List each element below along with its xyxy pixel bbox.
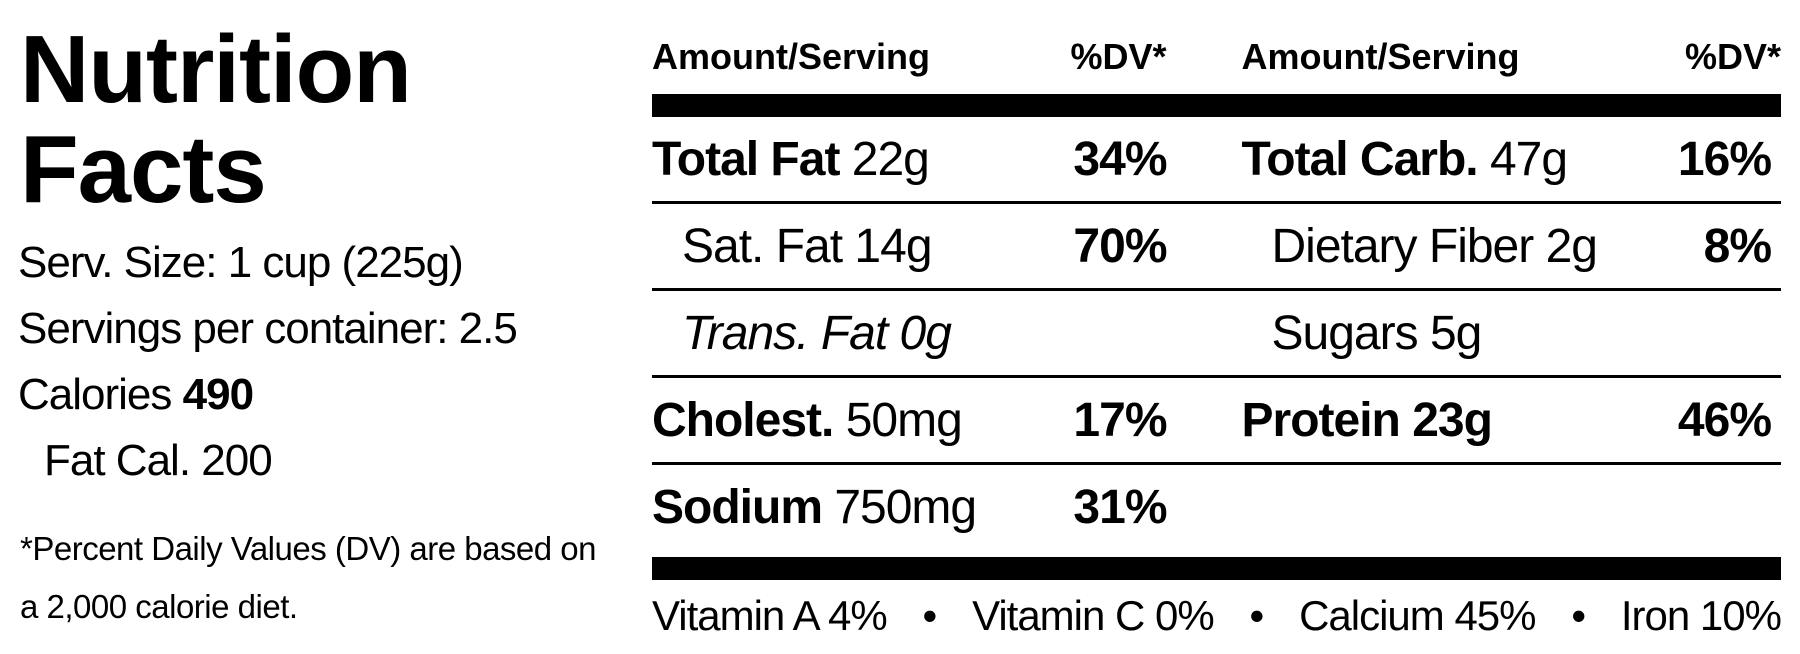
nutrient-cell: Sat. Fat 14g 70% [652,219,1217,274]
daily-value: 16% [1677,132,1772,186]
vitamins: Vitamin A 4% • Vitamin C 0% • Calcium 45% • Ir… [652,592,1782,640]
nutrient: Cholest. 50mg [652,393,963,448]
nutrient: Total Fat 22g [652,132,930,187]
nutrient-amount: 23g [1412,393,1493,447]
nutrient-amount: 750mg [834,480,977,534]
nutrient-name: Total Carb. [1241,132,1479,186]
nutrient-cell: Total Fat 22g 34% [652,132,1217,187]
vitamin: Calcium 45% [1299,592,1536,639]
nutrient-row: Sat. Fat 14g 70% Dietary Fiber 2g 8% [652,204,1781,291]
nutrient: Dietary Fiber 2g [1242,219,1598,274]
column-header: Amount/Serving %DV* [1217,28,1782,86]
separator: • [1571,592,1586,639]
daily-value: 70% [1073,219,1167,273]
nutrient-row: Sodium 750mg 31% [652,465,1781,549]
fat-calories: Fat Cal. 200 [44,436,273,485]
nutrient: Sat. Fat 14g [652,219,933,274]
nutrient-cell: Protein 23g 46% [1217,393,1782,448]
daily-value: 31% [1073,480,1167,534]
nutrient-row: Total Fat 22g 34% Total Carb. 47g 16% [652,117,1781,204]
nutrient-cell: Total Carb. 47g 16% [1217,132,1782,187]
separator: • [1249,592,1265,639]
header-row: Amount/Serving %DV* Amount/Serving %DV* [652,28,1781,86]
nutrient-row: Trans. Fat 0g Sugars 5g [652,291,1781,378]
serving-size: Serv. Size: 1 cup (225g) [18,238,464,287]
nutrient-name: Trans. [682,306,809,360]
nutrient-name: Sodium [652,480,823,534]
nutrient-amount: 14g [854,219,932,273]
nutrient-name: Sat. Fat [682,219,843,273]
nutrient-name: Sugars [1271,306,1419,360]
divider [652,94,1781,117]
nutrient: Total Carb. 47g [1241,132,1569,187]
footnote: *Percent Daily Values (DV) are based on … [20,530,597,625]
calories-value: 490 [182,370,254,419]
nutrient-cell: Cholest. 50mg 17% [652,393,1217,448]
daily-value: 8% [1703,219,1772,273]
calories: Calories 490 [18,370,254,420]
divider [652,557,1781,580]
nutrient-name: Protein [1241,393,1401,447]
header-amount: Amount/Serving [652,36,931,77]
nutrient-name: Total Fat [652,132,840,186]
header-dv: %DV* [1070,36,1167,77]
nutrient-amount: 50mg [845,393,963,447]
nutrient-panel: Amount/Serving %DV* Amount/Serving %DV* Tot… [652,28,1782,640]
daily-value: 34% [1073,132,1167,186]
column-header: Amount/Serving %DV* [652,28,1217,86]
vitamin: Vitamin A 4% [652,592,888,639]
nutrient-amount: Fat 0g [820,306,952,360]
nutrient: Sodium 750mg [652,480,977,535]
nutrient-cell: Trans. Fat 0g [652,306,1217,361]
nutrient: Sugars 5g [1242,306,1483,361]
nutrient-amount: 5g [1429,306,1482,360]
separator: • [922,592,938,639]
nutrient-amount: 22g [851,132,930,186]
vitamin: Vitamin C 0% [972,592,1215,639]
calories-label: Calories [18,370,172,419]
header-dv: %DV* [1684,36,1781,77]
nutrient-cell: Dietary Fiber 2g 8% [1217,219,1782,274]
nutrient-cell: Sodium 750mg 31% [652,480,1217,535]
nutrient-name: Dietary Fiber [1271,219,1535,273]
nutrient-amount: 2g [1545,219,1598,273]
title: Nutrition Facts [20,16,412,223]
daily-value: 46% [1677,393,1772,447]
nutrient: Protein 23g [1241,393,1493,448]
servings: Servings per container: 2.5 [18,304,518,353]
nutrient-row: Cholest. 50mg 17% Protein 23g 46% [652,378,1781,465]
daily-value: 17% [1073,393,1167,447]
nutrient-amount: 47g [1489,132,1568,186]
nutrient: Trans. Fat 0g [652,306,952,361]
nutrient-name: Cholest. [652,393,834,447]
header-amount: Amount/Serving [1241,36,1520,77]
nutrient-rows: Total Fat 22g 34% Total Carb. 47g 16% Sat. F… [652,117,1781,549]
vitamin: Iron 10% [1620,592,1782,639]
nutrient-cell: Sugars 5g [1217,306,1782,361]
